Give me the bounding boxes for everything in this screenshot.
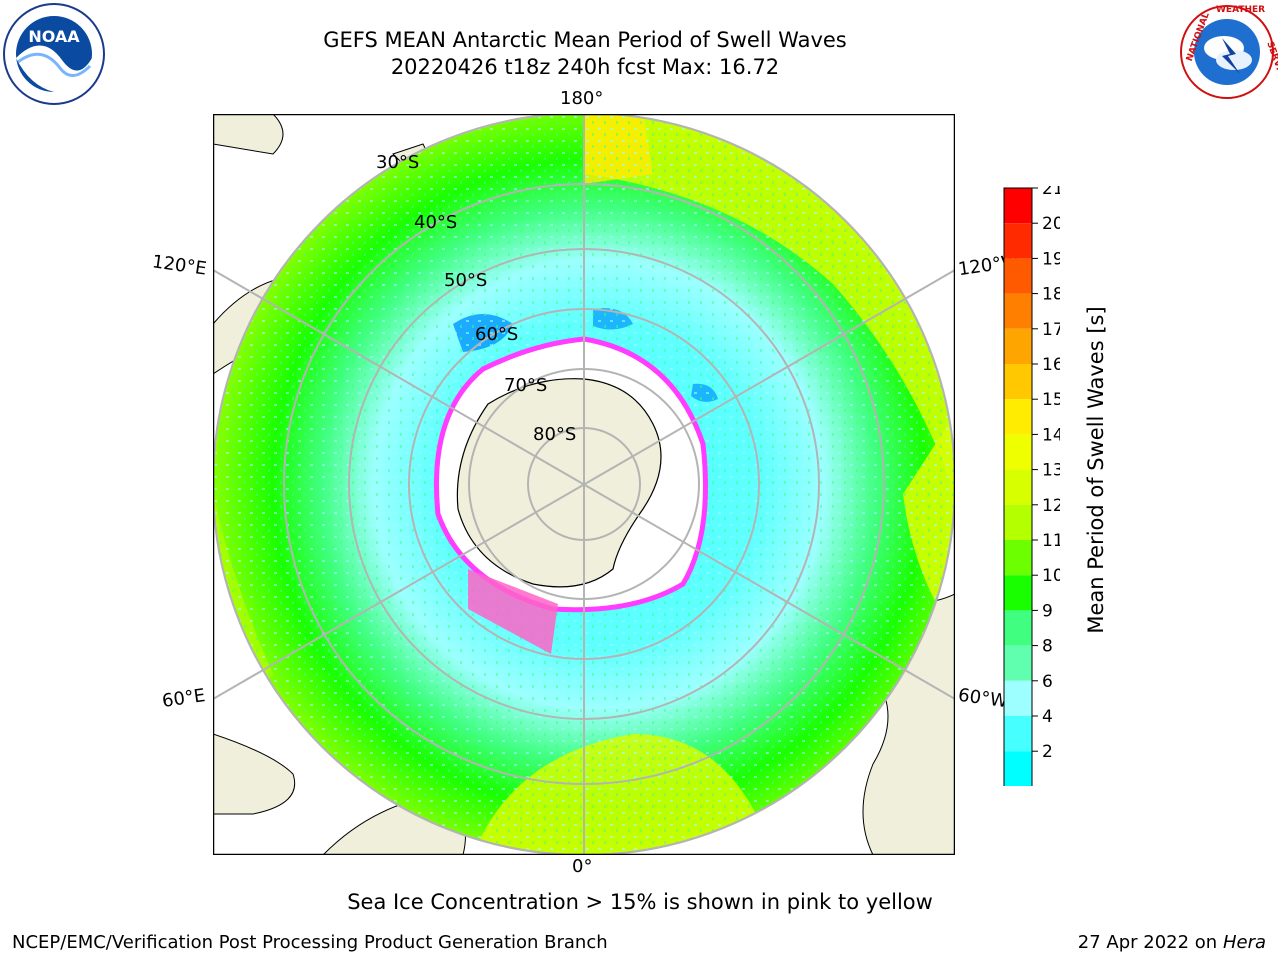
footer-machine: Hera [1222,932,1266,953]
lon-label-top: 180° [560,88,604,109]
map-frame [213,114,955,855]
colorbar-tick-label: 8 [1042,637,1053,657]
colorbar-swatches [1003,187,1033,786]
colorbar-tick-label: 21 [1042,186,1060,199]
chart-title: GEFS MEAN Antarctic Mean Period of Swell… [323,28,847,52]
sea-ice-note: Sea Ice Concentration > 15% is shown in … [347,890,933,914]
lat-label-70s: 70°S [504,375,548,396]
colorbar-swatch [1004,610,1032,646]
colorbar-swatch [1004,258,1032,294]
lon-label-120e: 120°E [150,251,208,280]
chart-subtitle: 20220426 t18z 240h fcst Max: 16.72 [390,55,780,79]
longitude-gridlines [213,114,955,855]
colorbar-swatch [1004,328,1032,364]
colorbar-swatch [1004,540,1032,576]
noaa-logo-icon: NOAA [3,3,105,105]
lon-label-bottom: 0° [572,856,593,877]
noaa-logo-text: NOAA [28,27,80,46]
colorbar-ticks: 21 20 19 18 17 16 15 14 13 12 11 10 9 8 6 4 2 [1032,186,1060,762]
colorbar-tick-label: 4 [1042,707,1053,727]
colorbar-swatch [1004,188,1032,224]
colorbar-tick-label: 12 [1042,496,1060,516]
colorbar-tick-label: 18 [1042,285,1060,305]
lat-label-60s: 60°S [475,324,519,345]
colorbar-tick-label: 9 [1042,601,1053,621]
colorbar-tick-label: 2 [1042,742,1053,762]
footer-credit: NCEP/EMC/Verification Post Processing Pr… [12,932,608,953]
footer-date: 27 Apr 2022 on Hera [1078,932,1266,953]
colorbar-tick-label: 15 [1042,390,1060,410]
lat-label-80s: 80°S [533,424,577,445]
lat-label-40s: 40°S [414,212,458,233]
colorbar-swatch [1004,469,1032,505]
colorbar-tick-label: 16 [1042,355,1060,375]
colorbar-tick-label: 17 [1042,320,1060,340]
antarctic-swell-period-map [213,114,955,855]
colorbar-swatch [1004,680,1032,716]
colorbar-swatch [1004,293,1032,329]
colorbar-tick-label: 14 [1042,425,1060,445]
lon-label-60e: 60°E [160,685,207,712]
colorbar-swatch [1004,645,1032,681]
colorbar-swatch [1004,434,1032,470]
colorbar-tick-label: 13 [1042,461,1060,481]
colorbar-tick-label: 10 [1042,566,1060,586]
colorbar-swatch [1004,575,1032,611]
colorbar-tick-label: 19 [1042,249,1060,269]
colorbar-tick-label: 11 [1042,531,1060,551]
colorbar-swatch [1004,364,1032,400]
lat-label-50s: 50°S [444,270,488,291]
colorbar-swatch [1004,751,1032,786]
national-weather-service-logo-icon: NATIONAL WEATHER SERVICE [1180,5,1278,99]
colorbar-swatch [1004,399,1032,435]
colorbar-swatch [1004,223,1032,259]
footer-date-text: 27 Apr 2022 on [1077,932,1223,953]
colorbar-swatch [1004,504,1032,540]
svg-text:WEATHER: WEATHER [1216,5,1265,15]
colorbar-label: Mean Period of Swell Waves [s] [1084,306,1108,634]
colorbar: 21 20 19 18 17 16 15 14 13 12 11 10 9 8 6 4 2 [1003,186,1060,786]
lat-label-30s: 30°S [376,152,420,173]
colorbar-tick-label: 20 [1042,214,1060,234]
colorbar-tick-label: 6 [1042,672,1053,692]
colorbar-swatch [1004,716,1032,752]
